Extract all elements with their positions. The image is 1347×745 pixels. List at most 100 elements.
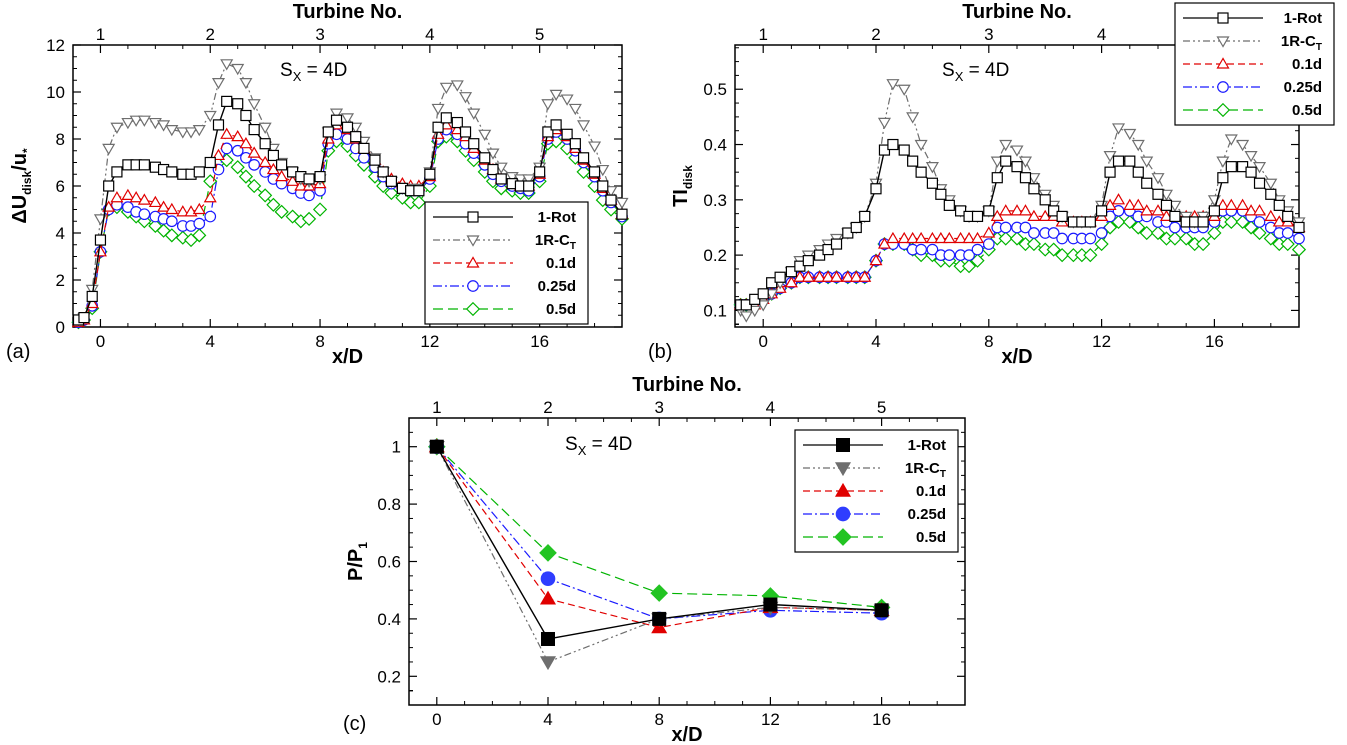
data-point: [1224, 198, 1238, 210]
data-point: [897, 231, 911, 244]
data-point: [1264, 221, 1277, 234]
spacing-annotation: SX = 4D: [565, 434, 632, 458]
data-point: [990, 209, 1004, 222]
data-point: [301, 211, 317, 226]
data-point: [94, 234, 107, 246]
data-point: [1132, 166, 1144, 178]
data-point: [166, 166, 178, 178]
legend-label: 0.5d: [1292, 102, 1322, 119]
spacing-annotation: SX = 4D: [280, 60, 347, 84]
data-point: [384, 185, 399, 201]
data-point: [877, 237, 892, 249]
data-point: [1103, 150, 1117, 163]
data-point: [577, 152, 590, 164]
legend-marker: [465, 301, 481, 317]
data-point: [129, 115, 143, 127]
top-tick-label: 4: [425, 25, 434, 44]
data-point: [1131, 198, 1145, 210]
data-point: [1217, 172, 1229, 184]
data-point: [432, 121, 444, 133]
data-point: [1244, 150, 1258, 163]
legend: 1-Rot 1R-CT 0.1d 0.25d 0.5d: [424, 201, 589, 325]
data-point: [121, 117, 135, 130]
data-point: [914, 139, 928, 152]
data-point: [165, 124, 179, 137]
data-point: [874, 603, 889, 618]
y-axis-label: ΔUdisk/u*: [9, 148, 34, 224]
top-tick-label: 2: [206, 25, 215, 44]
data-point: [203, 191, 217, 203]
data-point: [239, 77, 253, 90]
data-point: [1224, 134, 1238, 146]
data-point: [1131, 220, 1146, 235]
data-point: [1010, 204, 1024, 216]
data-point: [1104, 166, 1116, 178]
data-point: [266, 197, 281, 212]
data-point: [858, 270, 872, 282]
legend-marker: [834, 462, 852, 477]
data-point: [991, 172, 1003, 184]
data-point: [303, 189, 315, 202]
legend: 1-Rot 1R-CT 0.1d 0.25d 0.5d: [1174, 2, 1335, 126]
y-tick-label: 6: [56, 177, 65, 196]
data-point: [1139, 225, 1154, 241]
legend-marker: [1216, 57, 1230, 69]
data-point: [258, 155, 272, 168]
data-point: [898, 144, 910, 156]
legend-marker: [467, 211, 479, 223]
data-point: [1216, 198, 1230, 210]
y-tick-label: 8: [56, 130, 65, 149]
data-point: [757, 288, 769, 300]
data-point: [230, 160, 245, 175]
data-point: [943, 199, 955, 211]
data-point: [1252, 225, 1267, 241]
data-point: [849, 270, 863, 282]
data-point: [1207, 225, 1222, 241]
data-point: [1111, 193, 1126, 205]
data-point: [1055, 248, 1070, 263]
data-point: [341, 121, 354, 133]
data-point: [569, 138, 581, 150]
data-point: [439, 82, 453, 94]
data-point: [1264, 209, 1278, 222]
data-point: [102, 143, 116, 156]
data-point: [231, 63, 245, 76]
data-point: [1282, 210, 1294, 223]
top-tick-label: 5: [535, 25, 544, 44]
data-point: [534, 166, 546, 178]
data-point: [1084, 216, 1096, 228]
data-point: [1280, 236, 1295, 252]
data-point: [1159, 209, 1174, 222]
data-point: [1102, 220, 1118, 235]
data-point: [1027, 173, 1041, 185]
data-point: [650, 584, 669, 602]
data-point: [1047, 227, 1060, 239]
legend-label: 1-Rot: [1284, 10, 1322, 27]
data-point: [1095, 205, 1108, 217]
data-point: [784, 276, 798, 288]
data-point: [616, 208, 628, 220]
x-tick-label: 0: [758, 332, 767, 351]
data-point: [1028, 183, 1040, 195]
y-tick-label: 0.2: [703, 246, 727, 265]
x-tick-label: 12: [1092, 332, 1111, 351]
data-point: [137, 115, 151, 127]
top-tick-label: 3: [654, 398, 663, 417]
data-point: [204, 156, 216, 169]
data-point: [1124, 155, 1136, 167]
data-point: [1293, 221, 1305, 234]
legend-marker: [467, 280, 479, 292]
data-point: [440, 112, 452, 124]
data-point: [1159, 189, 1174, 201]
data-point: [274, 204, 289, 219]
data-point: [1000, 155, 1012, 167]
data-point: [111, 166, 123, 178]
data-point: [1123, 128, 1137, 141]
data-point: [539, 544, 557, 562]
data-point: [561, 128, 573, 140]
data-point: [1168, 200, 1182, 213]
data-point: [312, 202, 328, 217]
data-point: [314, 171, 326, 183]
data-point: [369, 154, 381, 166]
